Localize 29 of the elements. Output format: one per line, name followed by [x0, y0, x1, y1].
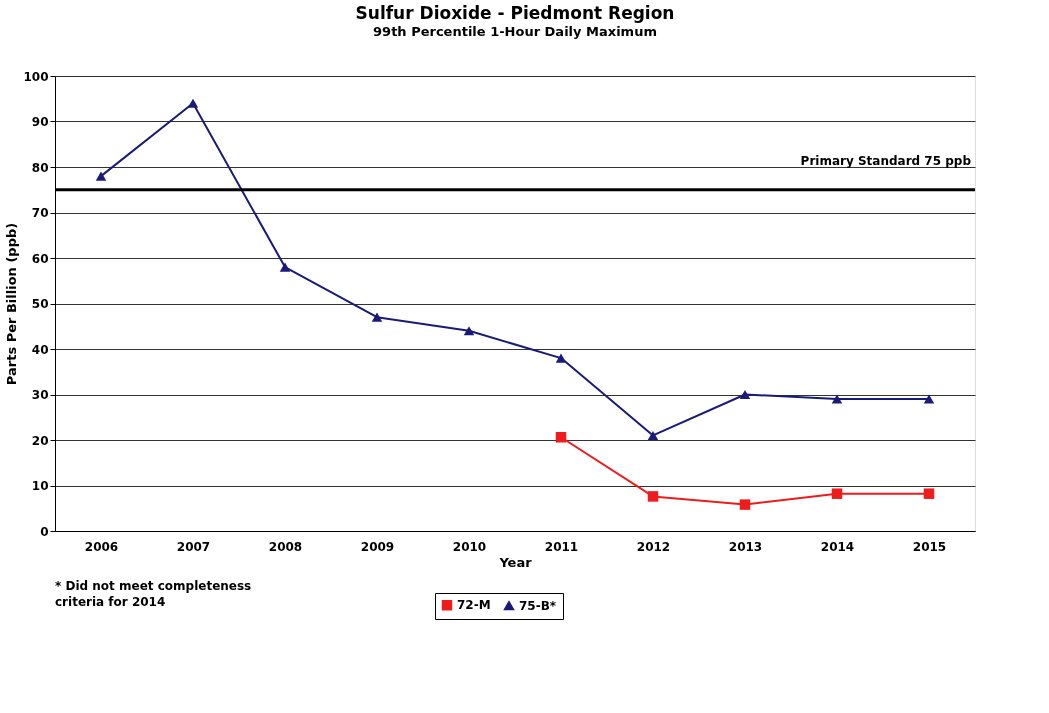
ref-line-label: Primary Standard 75 ppb	[800, 153, 972, 168]
y-tick-label: 50	[31, 297, 49, 311]
x-tick-label: 2007	[176, 539, 211, 554]
y-axis-title: Parts Per Billion (ppb)	[4, 222, 20, 386]
legend-label: 72-M	[457, 598, 491, 613]
x-tick-label: 2006	[84, 539, 119, 554]
text: * Did not meet completeness criteria for 2014	[55, 579, 252, 609]
y-tick-label: 90	[31, 115, 49, 129]
x-tick-label: 2013	[728, 539, 763, 554]
legend-label: 75-B*	[519, 598, 557, 613]
chart-subtitle: 99th Percentile 1-Hour Daily Maximum	[373, 24, 657, 39]
chart-title: Sulfur Dioxide - Piedmont Region	[355, 3, 675, 23]
x-tick-label: 2012	[636, 539, 671, 554]
x-tick-label: 2010	[452, 539, 487, 554]
y-tick-label: 100	[23, 69, 49, 84]
x-tick-label: 2009	[360, 539, 395, 554]
y-tick-label: 30	[31, 388, 49, 402]
y-tick-label: 60	[31, 251, 49, 266]
x-axis-title: Year	[498, 554, 533, 570]
y-tick-label: 40	[31, 342, 49, 357]
y-tick-label: 70	[31, 206, 49, 220]
x-tick-label: 2011	[544, 539, 579, 554]
y-tick-label: 20	[31, 433, 49, 448]
x-tick-label: 2015	[912, 539, 947, 554]
y-tick-label: 0	[40, 524, 49, 539]
y-tick-label: 80	[31, 160, 49, 175]
x-tick-label: 2014	[820, 539, 855, 554]
x-tick-label: 2008	[268, 539, 303, 554]
y-tick-label: 10	[31, 479, 49, 493]
